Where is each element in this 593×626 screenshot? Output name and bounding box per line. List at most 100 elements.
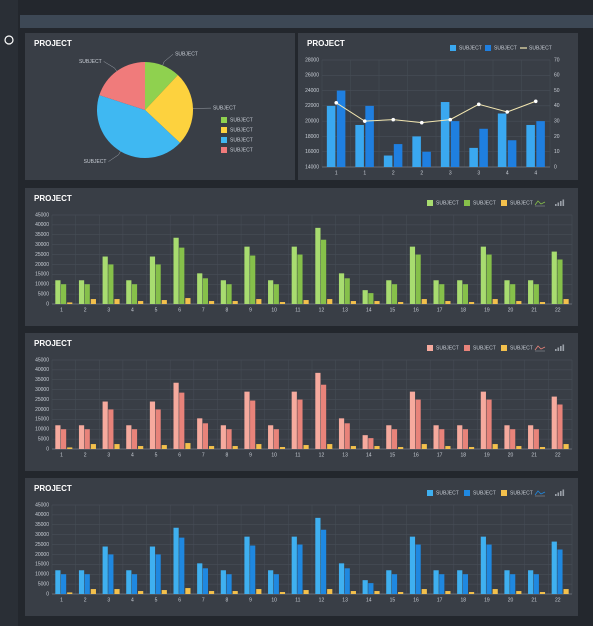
bar (320, 529, 327, 594)
x-tick-label: 3 (107, 597, 110, 603)
bar (468, 302, 475, 304)
x-tick-label: 21 (531, 452, 537, 458)
legend-swatch (485, 45, 491, 51)
legend-label: SUBJECT (473, 490, 496, 496)
y-tick-label: 5000 (38, 436, 49, 442)
y-tick-label: 10000 (35, 572, 49, 578)
bar (338, 273, 345, 304)
x-tick-label: 12 (319, 597, 325, 603)
x-tick-label: 22 (555, 307, 561, 313)
bar (108, 264, 114, 304)
bar (510, 574, 516, 594)
line-point (362, 119, 367, 123)
bar (368, 583, 374, 594)
legend-label: SUBJECT (473, 200, 496, 206)
bar (486, 544, 492, 594)
bar (244, 391, 250, 449)
y-tick-label: 30000 (35, 532, 49, 538)
legend-label: SUBJECT (230, 137, 253, 143)
bar (480, 536, 486, 594)
line-point (505, 110, 510, 114)
y-tick-label: 35000 (35, 522, 49, 528)
bar (439, 574, 445, 594)
x-tick-label: 7 (202, 452, 205, 458)
bar (55, 570, 61, 594)
x-tick-label: 6 (178, 452, 181, 458)
x-tick-label: 7 (202, 597, 205, 603)
bar (368, 293, 374, 304)
bar (386, 425, 392, 449)
bar (138, 591, 144, 594)
bar-icon (555, 494, 557, 496)
line-point (391, 117, 396, 122)
x-tick-label: 2 (392, 170, 395, 176)
y-tick-label: 0 (46, 591, 49, 597)
y2-tick-label: 70 (554, 57, 560, 63)
bar (244, 536, 250, 594)
bar (208, 301, 215, 304)
bar-icon (557, 492, 560, 496)
bar (433, 570, 439, 594)
x-tick-label: 16 (413, 307, 419, 313)
panel-title: PROJECT (34, 339, 72, 348)
bar (551, 251, 557, 304)
bar (355, 124, 364, 167)
legend-swatch (427, 345, 433, 351)
bar (173, 237, 179, 304)
bar (327, 444, 333, 449)
y2-tick-label: 40 (554, 103, 560, 109)
panel-title: PROJECT (34, 484, 72, 493)
y-tick-label: 24000 (305, 88, 319, 94)
bar (279, 302, 286, 304)
bar (155, 409, 161, 449)
slice-label: SUBJECT (84, 159, 107, 165)
bar (102, 401, 108, 449)
bar (303, 300, 309, 304)
bar (84, 574, 90, 594)
x-tick-label: 3 (449, 170, 452, 176)
y2-tick-label: 0 (554, 164, 557, 170)
bar (90, 589, 96, 594)
bar (338, 563, 345, 594)
x-tick-label: 2 (420, 170, 423, 176)
bar (102, 546, 108, 594)
bar (516, 446, 522, 449)
bar (149, 256, 156, 304)
legend-label: SUBJECT (494, 45, 517, 51)
legend-label: SUBJECT (230, 147, 253, 153)
bar (173, 527, 179, 594)
bar (445, 446, 451, 449)
bar (480, 391, 486, 449)
x-tick-label: 10 (271, 452, 277, 458)
line-point (419, 120, 424, 125)
bar (563, 589, 569, 594)
y-tick-label: 25000 (35, 542, 49, 548)
bar (409, 391, 416, 449)
bar (557, 404, 563, 449)
sidebar-icon[interactable] (4, 35, 14, 45)
top-bar (20, 15, 593, 28)
x-tick-label: 15 (390, 597, 396, 603)
bar (469, 147, 478, 167)
bar (563, 444, 569, 449)
leader-line (103, 61, 117, 72)
bar (528, 425, 534, 449)
bar (256, 444, 262, 449)
bar (528, 280, 534, 304)
bar (539, 592, 546, 594)
legend-swatch (221, 137, 227, 143)
bar (197, 563, 203, 594)
pie-slice (145, 62, 178, 110)
bar (497, 113, 507, 167)
bar (362, 435, 368, 449)
x-tick-label: 8 (226, 597, 229, 603)
bar (462, 574, 468, 594)
bar (179, 247, 185, 304)
x-tick-label: 18 (460, 597, 466, 603)
y-tick-label: 22000 (305, 103, 319, 109)
bar (398, 447, 404, 449)
bar (84, 429, 90, 449)
bar-icon (555, 204, 557, 206)
legend-swatch (501, 200, 507, 206)
